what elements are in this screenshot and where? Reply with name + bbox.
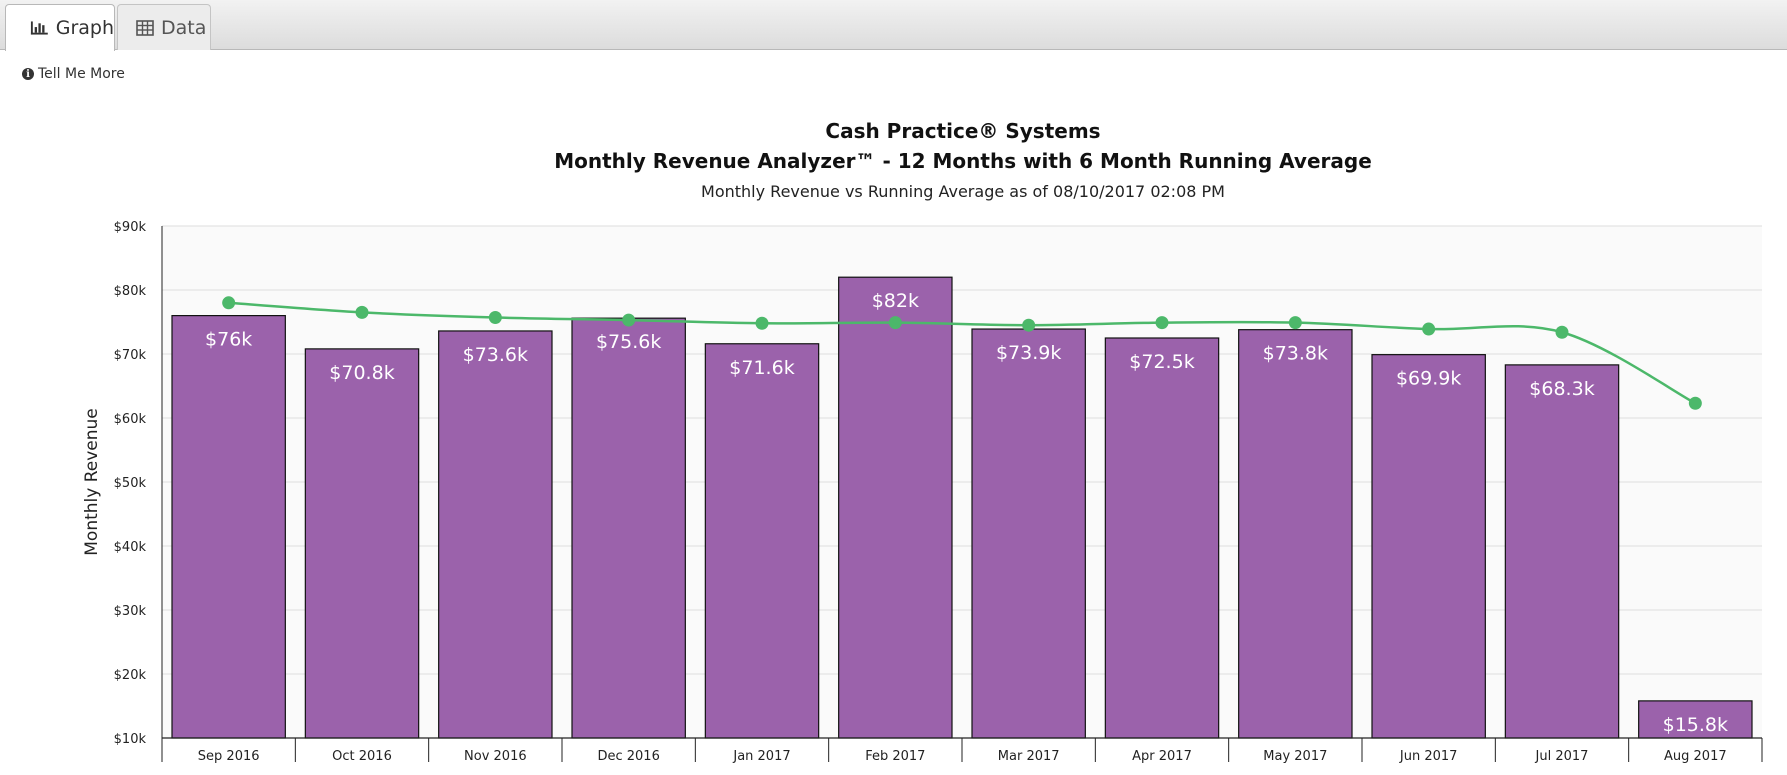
running-average-point bbox=[1688, 396, 1702, 410]
info-icon: i bbox=[22, 68, 34, 80]
x-tick-label: Nov 2016 bbox=[464, 749, 527, 764]
bar-data-label: $82k bbox=[872, 290, 919, 312]
bar bbox=[171, 315, 286, 739]
y-tick-label: $60k bbox=[114, 412, 147, 427]
chart-title-secondary: Monthly Revenue Analyzer™ - 12 Months wi… bbox=[554, 149, 1372, 173]
y-tick-label: $70k bbox=[114, 348, 147, 363]
y-tick-label: $40k bbox=[114, 540, 147, 555]
y-tick-label: $90k bbox=[114, 220, 147, 235]
x-tick-label: Apr 2017 bbox=[1132, 749, 1192, 764]
y-tick-label: $80k bbox=[114, 284, 147, 299]
bar-chart-icon bbox=[30, 21, 48, 35]
tell-me-more-label: Tell Me More bbox=[38, 66, 125, 82]
bar bbox=[1638, 700, 1753, 739]
y-tick-label: $50k bbox=[114, 476, 147, 491]
running-average-series bbox=[222, 296, 1702, 410]
running-average-point bbox=[888, 316, 902, 330]
table-icon bbox=[136, 19, 154, 36]
tab-graph[interactable]: Graph bbox=[5, 4, 115, 51]
tab-data[interactable]: Data bbox=[117, 4, 211, 50]
x-tick-label: Dec 2016 bbox=[597, 749, 659, 764]
bar-data-label: $15.8k bbox=[1663, 714, 1728, 736]
y-tick-label: $30k bbox=[114, 604, 147, 619]
tell-me-more-link[interactable]: i Tell Me More bbox=[22, 66, 125, 82]
bar bbox=[304, 348, 420, 739]
running-average-point bbox=[355, 305, 369, 319]
bar-data-label: $72.5k bbox=[1129, 351, 1194, 373]
running-average-point bbox=[488, 311, 502, 325]
running-average-point bbox=[622, 313, 636, 327]
tab-graph-label: Graph bbox=[55, 17, 114, 39]
bar bbox=[1104, 337, 1220, 739]
bar bbox=[571, 317, 686, 739]
bar-data-label: $71.6k bbox=[729, 357, 794, 379]
bar-data-label: $70.8k bbox=[329, 362, 394, 384]
chart-subtitle: Monthly Revenue vs Running Average as of… bbox=[701, 182, 1225, 201]
bar bbox=[1504, 364, 1620, 739]
y-tick-label: $10k bbox=[114, 732, 147, 747]
y-axis-ticks: $10k $20k $30k $40k $50k $60k $70k $80k $90k bbox=[114, 220, 147, 747]
bar-data-label: $75.6k bbox=[596, 331, 661, 353]
running-average-point bbox=[1155, 316, 1169, 330]
bar-data-label: $73.9k bbox=[996, 342, 1061, 364]
y-tick-label: $20k bbox=[114, 668, 147, 683]
bar bbox=[1238, 329, 1353, 739]
running-average-point bbox=[1555, 325, 1569, 339]
bar bbox=[971, 328, 1086, 739]
x-tick-label: Jun 2017 bbox=[1399, 749, 1458, 764]
running-average-point bbox=[1022, 318, 1036, 332]
x-tick-label: Mar 2017 bbox=[998, 749, 1060, 764]
x-axis-ticks: Sep 2016 Oct 2016 Nov 2016 Dec 2016 Jan 2017… bbox=[198, 749, 1727, 764]
bar-labels: $76k $70.8k $73.6k $75.6k $71.6k $82k $73.9k $7… bbox=[205, 290, 1728, 736]
chart-title: Cash Practice® Systems bbox=[825, 119, 1100, 143]
running-average-point bbox=[222, 296, 236, 310]
bar-data-label: $76k bbox=[205, 329, 252, 351]
bar bbox=[438, 330, 553, 739]
bar-series bbox=[171, 276, 1753, 739]
running-average-point bbox=[1288, 316, 1302, 330]
x-axis bbox=[161, 226, 1763, 762]
tab-bar: Graph Data bbox=[0, 0, 1787, 51]
x-tick-label: Jan 2017 bbox=[732, 749, 790, 764]
y-axis-label: Monthly Revenue bbox=[82, 408, 102, 556]
x-tick-label: Oct 2016 bbox=[332, 749, 392, 764]
bar bbox=[838, 276, 953, 739]
x-tick-label: May 2017 bbox=[1263, 749, 1327, 764]
x-tick-label: Feb 2017 bbox=[865, 749, 925, 764]
running-average-point bbox=[755, 316, 769, 330]
bar-data-label: $69.9k bbox=[1396, 368, 1461, 390]
running-average-line bbox=[228, 301, 1696, 405]
bar-data-label: $73.6k bbox=[463, 344, 528, 366]
bar-data-label: $68.3k bbox=[1529, 378, 1594, 400]
bar-data-label: $73.8k bbox=[1263, 343, 1328, 365]
tab-data-label: Data bbox=[161, 16, 207, 39]
bar bbox=[1371, 354, 1486, 739]
x-tick-label: Jul 2017 bbox=[1535, 749, 1589, 764]
x-tick-label: Aug 2017 bbox=[1664, 749, 1727, 764]
x-tick-label: Sep 2016 bbox=[198, 749, 260, 764]
bar bbox=[704, 343, 820, 739]
running-average-point bbox=[1422, 322, 1436, 336]
